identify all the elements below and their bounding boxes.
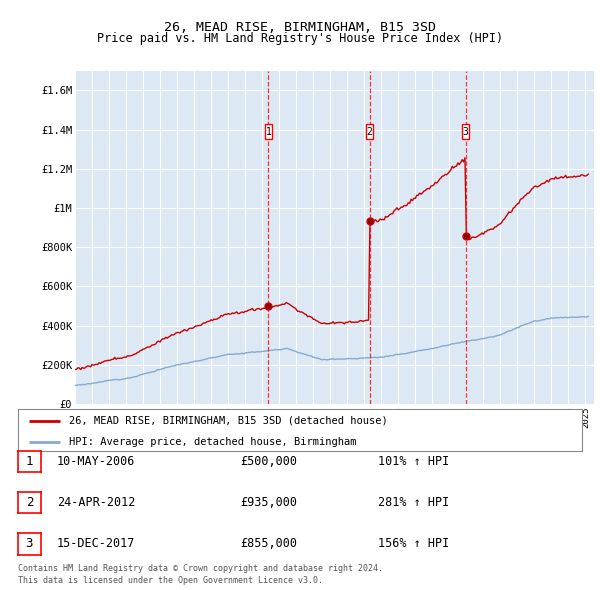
FancyBboxPatch shape bbox=[265, 124, 272, 139]
Text: 1: 1 bbox=[26, 455, 33, 468]
Text: 10-MAY-2006: 10-MAY-2006 bbox=[57, 455, 136, 468]
Text: 1: 1 bbox=[266, 127, 271, 137]
Text: 3: 3 bbox=[26, 537, 33, 550]
Text: 156% ↑ HPI: 156% ↑ HPI bbox=[378, 537, 449, 550]
Text: HPI: Average price, detached house, Birmingham: HPI: Average price, detached house, Birm… bbox=[69, 437, 356, 447]
Text: 101% ↑ HPI: 101% ↑ HPI bbox=[378, 455, 449, 468]
Text: 3: 3 bbox=[463, 127, 469, 137]
Text: This data is licensed under the Open Government Licence v3.0.: This data is licensed under the Open Gov… bbox=[18, 576, 323, 585]
Text: 24-APR-2012: 24-APR-2012 bbox=[57, 496, 136, 509]
Text: £855,000: £855,000 bbox=[240, 537, 297, 550]
Text: 15-DEC-2017: 15-DEC-2017 bbox=[57, 537, 136, 550]
Text: £500,000: £500,000 bbox=[240, 455, 297, 468]
Text: Contains HM Land Registry data © Crown copyright and database right 2024.: Contains HM Land Registry data © Crown c… bbox=[18, 564, 383, 573]
FancyBboxPatch shape bbox=[366, 124, 373, 139]
Text: 2: 2 bbox=[26, 496, 33, 509]
Text: 26, MEAD RISE, BIRMINGHAM, B15 3SD: 26, MEAD RISE, BIRMINGHAM, B15 3SD bbox=[164, 21, 436, 34]
Text: 26, MEAD RISE, BIRMINGHAM, B15 3SD (detached house): 26, MEAD RISE, BIRMINGHAM, B15 3SD (deta… bbox=[69, 416, 388, 426]
Text: 2: 2 bbox=[367, 127, 373, 137]
Text: Price paid vs. HM Land Registry's House Price Index (HPI): Price paid vs. HM Land Registry's House … bbox=[97, 32, 503, 45]
Text: £935,000: £935,000 bbox=[240, 496, 297, 509]
Text: 281% ↑ HPI: 281% ↑ HPI bbox=[378, 496, 449, 509]
FancyBboxPatch shape bbox=[462, 124, 469, 139]
